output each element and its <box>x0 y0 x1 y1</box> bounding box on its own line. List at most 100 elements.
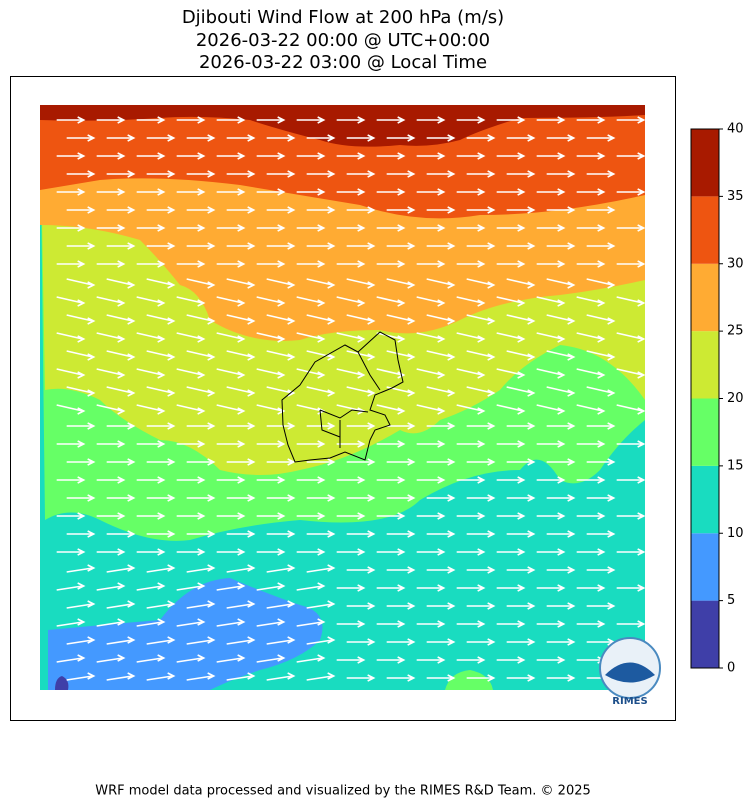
wind-arrow <box>306 170 336 178</box>
wind-arrow <box>466 566 496 574</box>
wind-arrow <box>106 386 136 397</box>
wind-arrow <box>146 564 176 573</box>
wind-arrow <box>496 476 526 484</box>
wind-arrow <box>346 314 376 325</box>
wind-arrow <box>186 242 216 250</box>
wind-arrow <box>216 188 246 196</box>
wind-arrow <box>66 170 96 178</box>
wind-arrow <box>56 332 86 343</box>
wind-arrow <box>586 242 616 250</box>
wind-arrow <box>376 116 406 124</box>
wind-arrow <box>226 206 256 214</box>
wind-arrow <box>226 350 256 361</box>
wind-arrow <box>496 188 526 196</box>
wind-arrow <box>56 512 86 520</box>
wind-arrow <box>426 494 456 502</box>
wind-arrow <box>106 600 136 609</box>
wind-arrow <box>376 548 406 556</box>
wind-arrow <box>576 260 606 268</box>
wind-arrow <box>216 476 246 484</box>
wind-arrow <box>426 530 456 538</box>
wind-arrow <box>496 512 526 520</box>
wind-arrow <box>106 134 136 142</box>
wind-arrow <box>586 458 616 466</box>
wind-arrow <box>496 296 526 307</box>
wind-arrow <box>146 206 176 214</box>
wind-arrow <box>56 296 86 307</box>
wind-arrow <box>376 296 406 307</box>
wind-arrow <box>426 674 456 682</box>
wind-arrow <box>586 350 616 361</box>
wind-arrow <box>226 672 256 681</box>
wind-arrow <box>416 476 446 484</box>
wind-arrow <box>146 242 176 250</box>
wind-arrow <box>346 134 376 142</box>
wind-arrow <box>66 564 96 573</box>
wind-arrow <box>466 494 496 502</box>
wind-arrow <box>576 476 606 484</box>
wind-arrow <box>546 242 576 250</box>
wind-arrow <box>336 584 366 592</box>
wind-arrow <box>506 350 536 361</box>
wind-arrow <box>576 332 606 343</box>
wind-arrow <box>386 278 416 289</box>
wind-arrow <box>586 602 616 610</box>
wind-arrow <box>266 600 296 609</box>
field-5-10 <box>48 578 323 690</box>
wind-arrow <box>106 494 136 502</box>
wind-arrow <box>186 672 216 681</box>
wind-arrow <box>216 224 246 232</box>
wind-arrow <box>106 672 136 681</box>
wind-arrow <box>266 314 296 325</box>
wind-arrow <box>496 152 526 160</box>
wind-arrow <box>576 188 606 196</box>
wind-arrow <box>296 582 326 591</box>
wind-arrow <box>106 422 136 430</box>
wind-arrow <box>346 458 376 466</box>
wind-arrow <box>96 512 126 520</box>
wind-arrow <box>426 458 456 466</box>
colorbar-segment <box>691 465 719 534</box>
wind-arrow <box>256 404 286 415</box>
wind-arrow <box>616 332 646 343</box>
wind-arrow <box>296 188 326 196</box>
wind-arrow <box>106 350 136 361</box>
colorbar-segment <box>691 129 719 197</box>
wind-arrow <box>386 242 416 250</box>
wind-arrow <box>376 224 406 232</box>
wind-arrow <box>136 548 166 556</box>
wind-arrow <box>546 350 576 361</box>
wind-arrow <box>536 260 566 268</box>
wind-arrow <box>586 134 616 142</box>
wind-arrow <box>216 548 246 556</box>
wind-arrow <box>66 494 96 502</box>
wind-arrow <box>536 404 566 415</box>
wind-arrow <box>506 170 536 178</box>
wind-arrow <box>306 458 336 466</box>
wind-arrow <box>136 404 166 415</box>
wind-arrow <box>66 134 96 142</box>
colorbar-segment <box>691 196 719 264</box>
wind-arrow <box>186 350 216 361</box>
wind-arrow <box>336 260 366 268</box>
wind-arrow <box>416 224 446 232</box>
wind-arrow <box>66 350 96 361</box>
wind-arrow <box>426 242 456 250</box>
wind-arrow <box>256 618 286 627</box>
colorbar-tick-label: 30 <box>727 256 744 271</box>
wind-arrow <box>386 494 416 502</box>
wind-arrow <box>466 386 496 397</box>
wind-arrow <box>456 404 486 415</box>
wind-arrow <box>266 350 296 361</box>
wind-arrow <box>256 224 286 232</box>
wind-arrow <box>146 314 176 325</box>
wind-arrow <box>496 116 526 124</box>
wind-arrow <box>616 584 646 592</box>
wind-arrow <box>296 224 326 232</box>
wind-arrow <box>186 530 216 538</box>
wind-arrow <box>456 368 486 379</box>
wind-arrow <box>386 422 416 430</box>
wind-arrow <box>186 600 216 609</box>
wind-arrow <box>146 422 176 430</box>
wind-arrow <box>536 584 566 592</box>
